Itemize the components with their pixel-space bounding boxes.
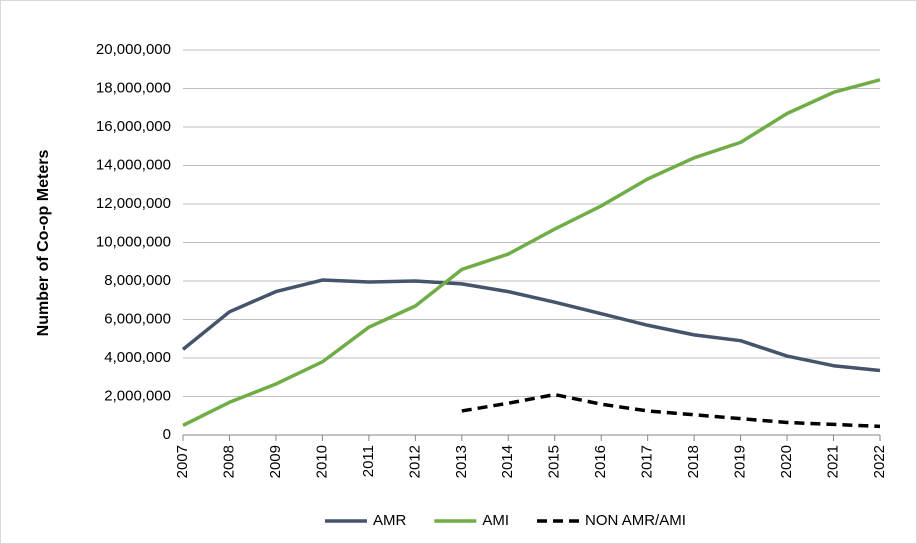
y-tick-label: 16,000,000 (96, 118, 171, 135)
x-tick-label: 2011 (360, 445, 377, 477)
y-tick-label: 8,000,000 (104, 272, 171, 289)
y-axis-label: Number of Co-op Meters (35, 150, 52, 337)
x-tick-label: 2017 (639, 445, 656, 478)
x-tick-label: 2015 (546, 445, 563, 478)
x-tick-label: 2007 (174, 445, 191, 478)
x-tick-label: 2019 (732, 445, 749, 478)
legend-label: AMR (373, 512, 407, 529)
y-tick-label: 12,000,000 (96, 195, 171, 212)
y-tick-label: 18,000,000 (96, 79, 171, 96)
y-tick-label: 20,000,000 (96, 41, 171, 58)
x-tick-label: 2018 (685, 445, 702, 478)
x-tick-label: 2016 (592, 445, 609, 478)
y-tick-label: 4,000,000 (104, 349, 171, 366)
x-tick-label: 2012 (406, 445, 423, 478)
x-tick-label: 2013 (453, 445, 470, 478)
series-line (461, 392, 881, 429)
x-tick-label: 2021 (825, 445, 842, 478)
x-tick-label: 2009 (267, 445, 284, 478)
x-tick-label: 2020 (778, 445, 795, 478)
y-tick-label: 6,000,000 (104, 310, 171, 327)
legend-label: NON AMR/AMI (585, 512, 686, 529)
y-tick-label: 14,000,000 (96, 156, 171, 173)
x-tick-label: 2010 (313, 445, 330, 478)
x-tick-label: 2014 (499, 445, 516, 478)
y-tick-label: 0 (163, 426, 171, 443)
x-tick-label: 2022 (871, 445, 888, 478)
legend-label: AMI (482, 512, 509, 529)
y-tick-label: 10,000,000 (96, 233, 171, 250)
x-tick-label: 2008 (220, 445, 237, 478)
series-line (181, 278, 881, 373)
y-tick-label: 2,000,000 (104, 387, 171, 404)
series-line (182, 78, 881, 427)
